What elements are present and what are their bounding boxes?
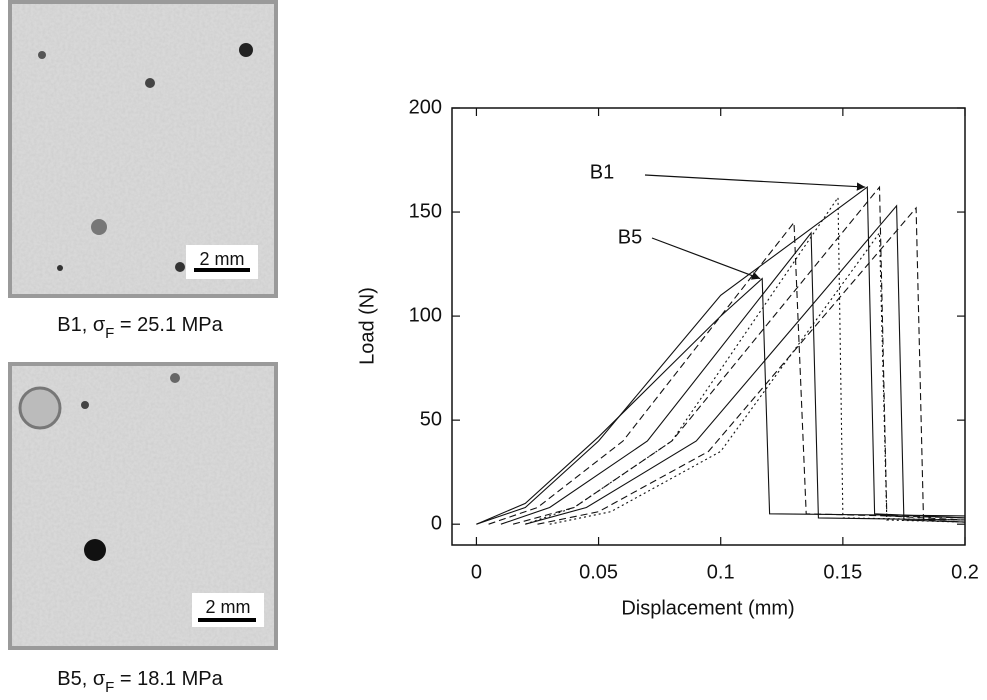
load-curve bbox=[537, 206, 966, 525]
y-tick-label: 100 bbox=[409, 304, 442, 326]
scale-bar-label: 2 mm bbox=[200, 249, 245, 269]
load-curve bbox=[525, 204, 966, 525]
x-tick-label: 0.05 bbox=[579, 561, 618, 583]
x-tick-label: 0 bbox=[471, 561, 482, 583]
y-tick-label: 200 bbox=[409, 96, 442, 118]
x-tick-label: 0.1 bbox=[707, 561, 735, 583]
annotation-arrow bbox=[651, 237, 761, 280]
caption-text: = 25.1 MPa bbox=[114, 314, 223, 336]
annotation: B1 bbox=[590, 161, 614, 183]
caption-sub: F bbox=[105, 325, 114, 342]
photo-b1 bbox=[8, 0, 278, 298]
photo-b5 bbox=[8, 362, 278, 650]
y-tick-label: 150 bbox=[409, 200, 442, 222]
caption-text: = 18.1 MPa bbox=[114, 668, 223, 690]
load-curve bbox=[512, 185, 966, 525]
load-curve bbox=[476, 277, 966, 525]
caption: B1, σF = 25.1 MPa bbox=[57, 314, 223, 342]
caption-sub: F bbox=[105, 679, 114, 695]
plot-frame bbox=[451, 107, 966, 546]
load-curve bbox=[500, 231, 966, 525]
x-tick-label: 0.2 bbox=[951, 561, 979, 583]
caption: B5, σF = 18.1 MPa bbox=[57, 668, 223, 695]
y-tick-label: 50 bbox=[420, 408, 442, 430]
x-axis-label: Displacement (mm) bbox=[621, 597, 794, 619]
annotation-arrow bbox=[644, 174, 866, 191]
load-curve bbox=[525, 195, 966, 525]
caption-text: B5, σ bbox=[57, 668, 106, 690]
y-tick-label: 0 bbox=[431, 512, 442, 534]
caption-text: B1, σ bbox=[57, 314, 106, 336]
x-tick-label: 0.15 bbox=[823, 561, 862, 583]
scale-bar-label: 2 mm bbox=[206, 597, 251, 617]
load-curve bbox=[549, 231, 966, 525]
annotation: B5 bbox=[618, 226, 642, 248]
load-curve bbox=[476, 186, 966, 525]
y-axis-label: Load (N) bbox=[356, 287, 378, 365]
load-curve bbox=[488, 220, 966, 525]
